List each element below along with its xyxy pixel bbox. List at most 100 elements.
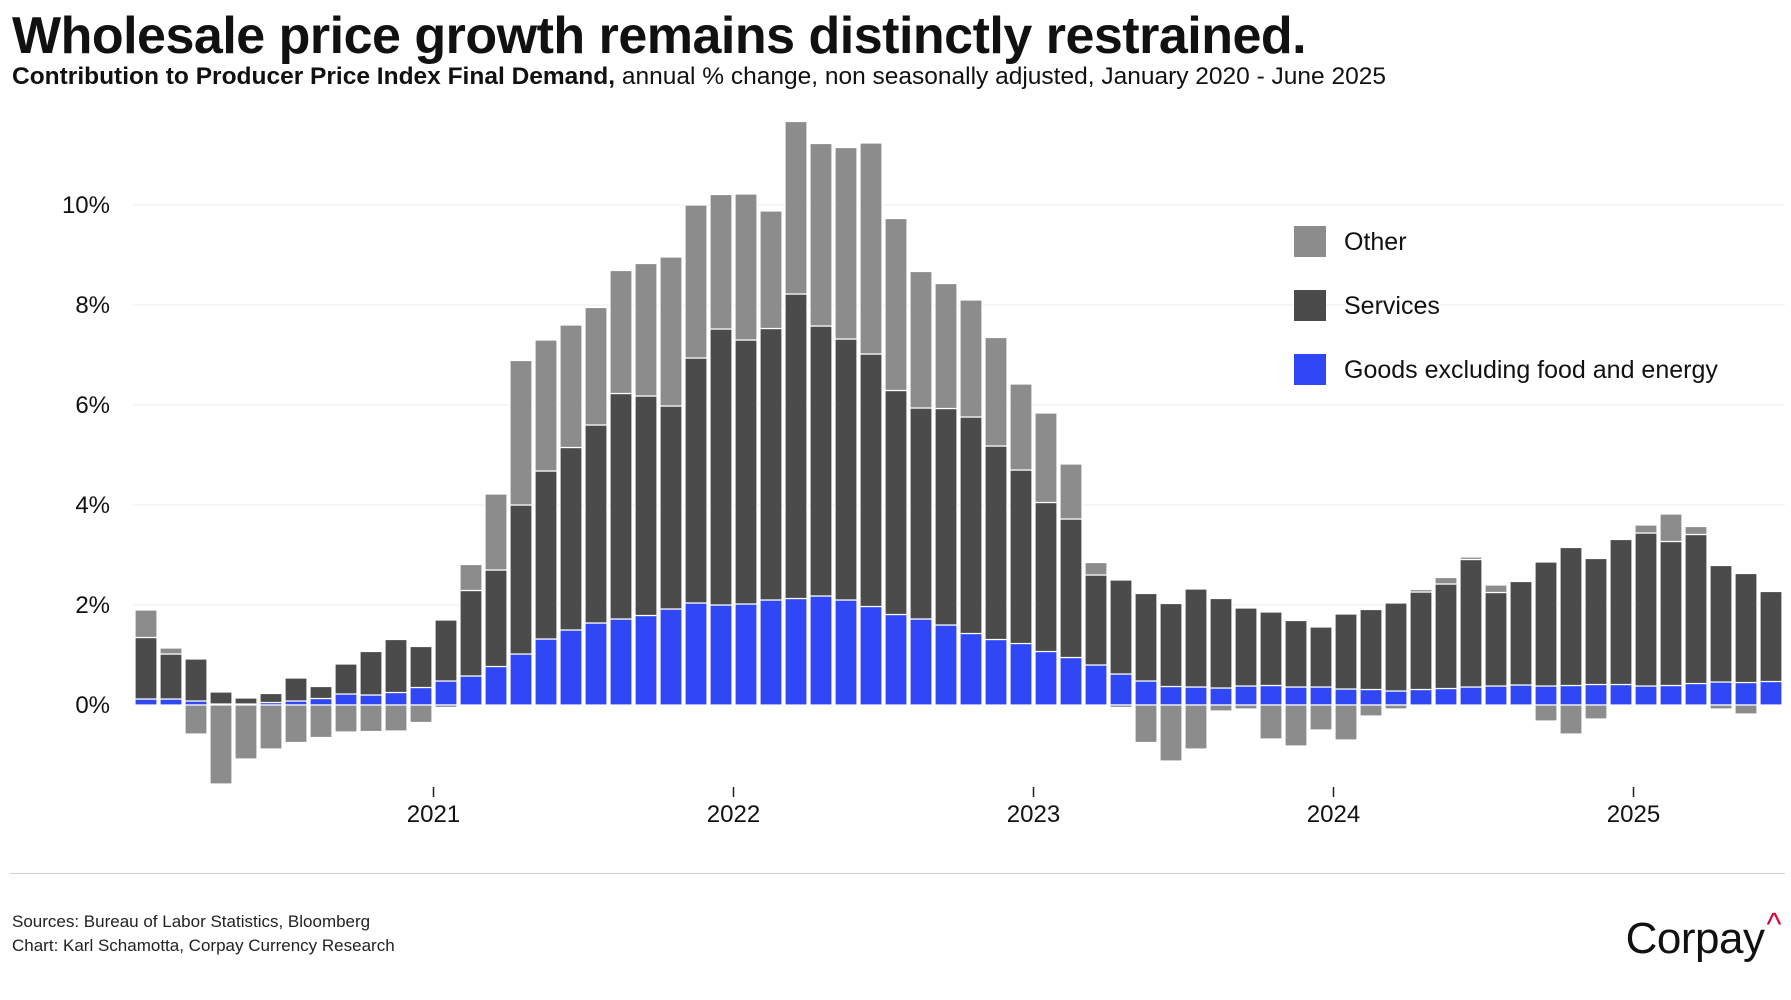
bar-goods [1209, 687, 1233, 706]
bar-other [984, 336, 1008, 447]
bar-goods [384, 691, 408, 706]
bar-services [959, 416, 983, 635]
bar-services [1384, 602, 1408, 692]
bar-services [709, 328, 733, 606]
y-tick-label: 0% [75, 692, 110, 719]
bar-goods [1659, 684, 1683, 706]
bar-goods [1059, 656, 1083, 706]
bar-goods [1184, 686, 1208, 706]
bar-other [1584, 704, 1608, 720]
bar-goods [559, 629, 583, 706]
bar-services [509, 504, 533, 655]
bar-services [134, 636, 158, 700]
y-axis: 0% 2% 4% 6% 8% 10% [62, 192, 110, 719]
bar-services [1059, 518, 1083, 659]
bar-other [1059, 463, 1083, 520]
bar-services [1084, 574, 1108, 666]
bar-other [509, 359, 533, 506]
bar-services [909, 407, 933, 620]
bar-other [584, 306, 608, 426]
subtitle-bold: Contribution to Producer Price Index Fin… [12, 63, 616, 90]
bar-services [734, 339, 758, 605]
bar-services [659, 405, 683, 610]
bar-goods [1334, 688, 1358, 706]
bar-services [984, 445, 1008, 641]
legend-label-other: Other [1344, 228, 1407, 256]
bar-goods [659, 608, 683, 706]
y-tick-label: 2% [75, 592, 110, 619]
bar-services [359, 650, 383, 696]
bar-goods [1034, 650, 1058, 706]
bar-other [559, 324, 583, 449]
bar-goods [1684, 682, 1708, 706]
bar-services [1434, 583, 1458, 690]
bar-other [1084, 561, 1108, 576]
bar-goods [1284, 686, 1308, 706]
bar-services [1134, 592, 1158, 682]
bar-services [1559, 546, 1583, 687]
bar-services [1334, 613, 1358, 690]
bar-goods [984, 638, 1008, 706]
bar-other [1409, 588, 1433, 593]
bar-services [1534, 561, 1558, 687]
bar-services [434, 619, 458, 682]
bar-services [584, 424, 608, 624]
gridlines [133, 204, 1785, 606]
bar-other [1359, 704, 1383, 717]
footer-divider [10, 873, 1785, 874]
logo-caret-icon: ^ [1766, 906, 1781, 942]
bar-other [609, 269, 633, 395]
bar-goods [484, 665, 508, 706]
y-tick-label: 4% [75, 492, 110, 519]
bar-goods [834, 599, 858, 706]
bar-services [559, 446, 583, 631]
bar-other [1034, 412, 1058, 504]
bar-services [1409, 591, 1433, 691]
bar-other [334, 704, 358, 733]
bar-services [284, 677, 308, 702]
bar-other [1009, 383, 1033, 471]
bar-other [159, 647, 183, 655]
bar-services [1009, 469, 1033, 645]
bar-other [1284, 704, 1308, 747]
y-tick-label: 6% [75, 392, 110, 419]
bar-other [1259, 704, 1283, 740]
bar-services [459, 589, 483, 677]
x-tick-label: 2023 [1007, 801, 1060, 828]
bar-services [1484, 591, 1508, 687]
bar-other [684, 204, 708, 359]
bar-goods [1534, 685, 1558, 706]
bar-services [1209, 597, 1233, 689]
x-axis: 2021 2022 2023 2024 2025 [407, 787, 1660, 828]
bar-other [234, 704, 258, 760]
bar-other [409, 704, 433, 724]
y-tick-label: 10% [62, 192, 110, 219]
bar-goods [584, 622, 608, 706]
bar-goods [509, 653, 533, 706]
bar-services [1734, 572, 1758, 684]
legend-label-goods: Goods excluding food and energy [1344, 356, 1718, 384]
bar-services [1034, 501, 1058, 653]
legend: Other Services Goods excluding food and en… [1294, 226, 1718, 385]
bar-services [1159, 602, 1183, 688]
bar-other [484, 493, 508, 571]
bar-other [734, 193, 758, 341]
bar-goods [734, 603, 758, 706]
bar-goods [909, 618, 933, 706]
bar-other [1734, 704, 1758, 715]
x-tick-label: 2021 [407, 801, 460, 828]
bar-other [1434, 576, 1458, 585]
bar-goods [1709, 681, 1733, 706]
bar-other [1684, 525, 1708, 536]
bar-other [1134, 704, 1158, 744]
bar-other [1459, 556, 1483, 561]
bar-goods [1159, 685, 1183, 706]
bar-goods [1009, 642, 1033, 706]
bar-goods [334, 693, 358, 706]
chart-subtitle: Contribution to Producer Price Index Fin… [12, 63, 1386, 91]
bar-services [534, 470, 558, 640]
bar-other [709, 193, 733, 330]
bar-other [759, 210, 783, 330]
bar-other [934, 282, 958, 410]
legend-swatch-other [1294, 226, 1326, 257]
